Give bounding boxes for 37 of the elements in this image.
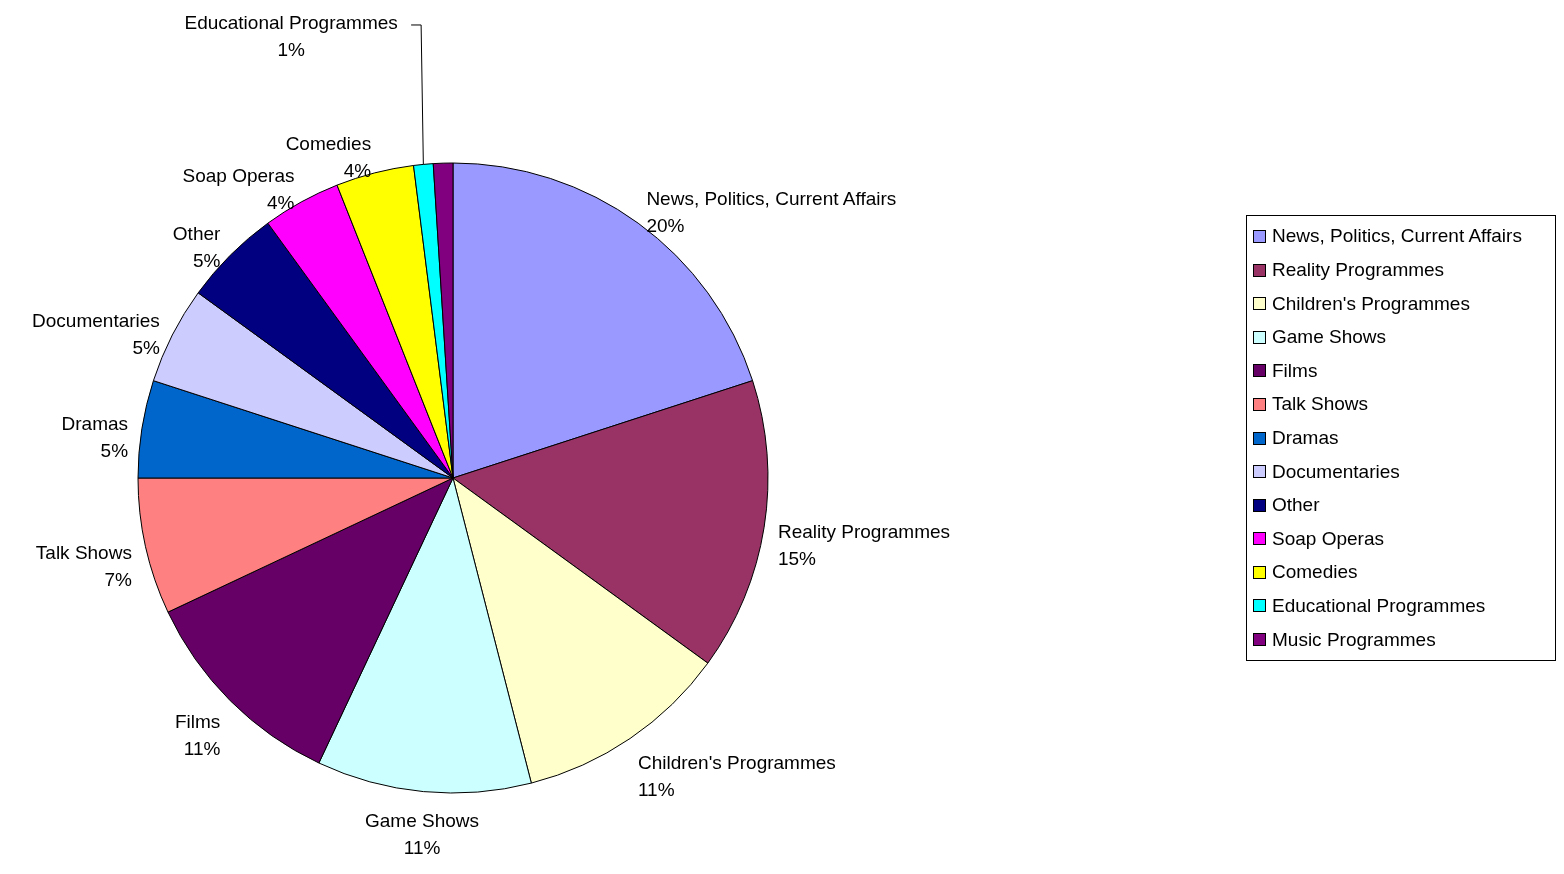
data-label: 4% xyxy=(343,159,372,181)
data-label: 5% xyxy=(132,337,160,359)
legend-label: Comedies xyxy=(1272,561,1358,584)
slice-label: Films xyxy=(174,710,221,732)
data-label: 5% xyxy=(100,440,129,462)
slice-label: Educational Programmes xyxy=(184,11,398,33)
slice-label: Children's Programmes xyxy=(637,752,836,774)
slice-label: Talk Shows xyxy=(35,542,132,564)
legend-label: Music Programmes xyxy=(1272,628,1436,651)
legend-label: Game Shows xyxy=(1272,326,1387,349)
data-label: 11% xyxy=(637,779,675,801)
slice-label: Soap Operas xyxy=(182,164,295,186)
legend-label: Reality Programmes xyxy=(1272,259,1445,282)
data-label: 11% xyxy=(183,737,221,759)
data-label: 7% xyxy=(104,569,133,591)
slice-label: Documentaries xyxy=(32,310,160,332)
legend-label: Children's Programmes xyxy=(1272,292,1470,315)
legend-label: Soap Operas xyxy=(1272,527,1384,550)
legend-label: Educational Programmes xyxy=(1272,594,1486,617)
legend-label: News, Politics, Current Affairs xyxy=(1272,225,1522,248)
slice-label: Dramas xyxy=(61,413,129,435)
slice-label: Game Shows xyxy=(365,810,480,832)
data-label: 11% xyxy=(403,837,441,859)
data-label: 5% xyxy=(192,250,221,272)
data-label: 20% xyxy=(646,214,685,236)
legend-label: Talk Shows xyxy=(1272,393,1369,416)
legend-label: Films xyxy=(1272,359,1318,382)
data-label: 1% xyxy=(277,38,305,60)
slice-label: News, Politics, Current Affairs xyxy=(646,187,897,209)
data-label: 15% xyxy=(777,547,817,569)
legend-label: Other xyxy=(1272,494,1320,517)
slice-label: Comedies xyxy=(285,132,372,154)
legend-label: Dramas xyxy=(1272,427,1339,449)
legend-label: Documentaries xyxy=(1272,460,1400,483)
data-label: 4% xyxy=(267,191,295,213)
slice-label: Reality Programmes xyxy=(777,520,951,542)
slice-label: Other xyxy=(172,223,222,245)
